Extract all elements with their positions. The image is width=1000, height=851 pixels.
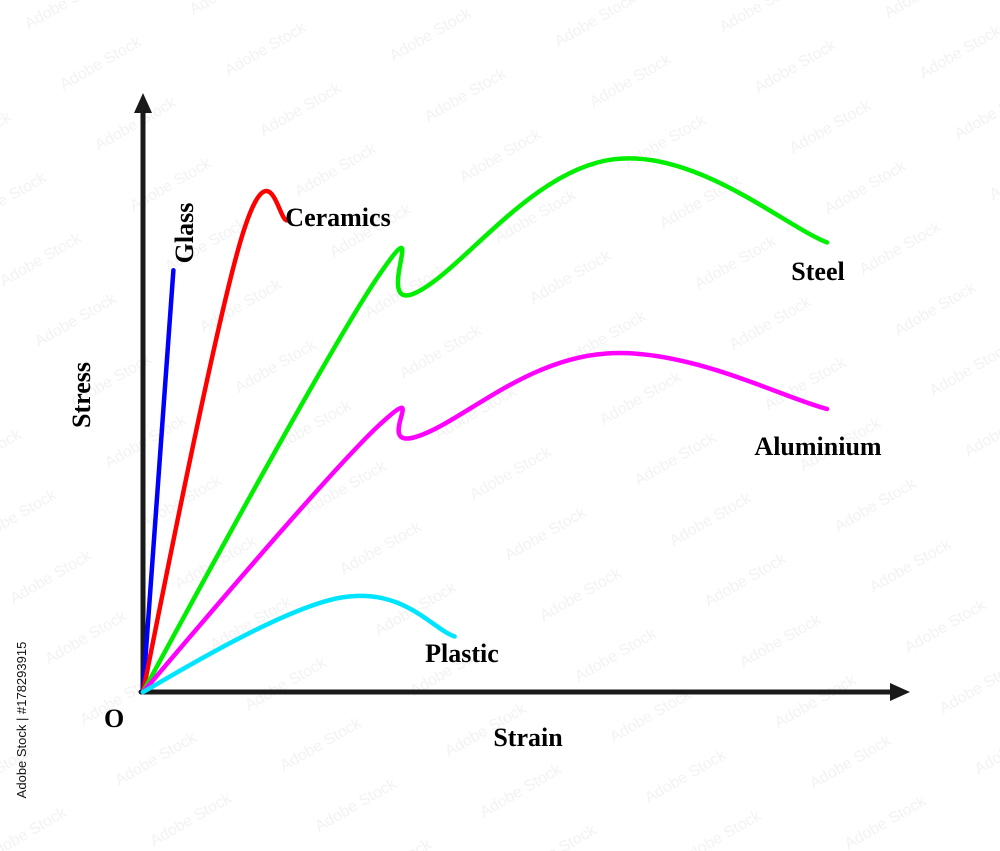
series-label-ceramics: Ceramics <box>285 203 390 232</box>
series-label-aluminium: Aluminium <box>754 432 881 461</box>
x-axis-arrow <box>890 683 910 701</box>
curve-glass <box>140 267 176 695</box>
origin-label: O <box>104 704 124 733</box>
x-axis-label: Strain <box>493 723 563 752</box>
curves <box>140 156 830 695</box>
curve-plastic <box>140 593 457 695</box>
curve-steel <box>140 156 830 695</box>
y-axis-label: Stress <box>67 362 96 428</box>
curve-aluminium <box>140 350 830 695</box>
y-axis-arrow <box>134 93 152 113</box>
stock-credit: Adobe Stock | #178293915 <box>14 642 29 799</box>
series-label-glass: Glass <box>170 203 199 264</box>
axes <box>134 93 910 701</box>
curve-ceramics <box>140 188 290 695</box>
series-labels: Glass Ceramics Steel Aluminium Plastic <box>170 203 882 668</box>
series-label-plastic: Plastic <box>425 639 499 668</box>
series-label-steel: Steel <box>791 257 844 286</box>
